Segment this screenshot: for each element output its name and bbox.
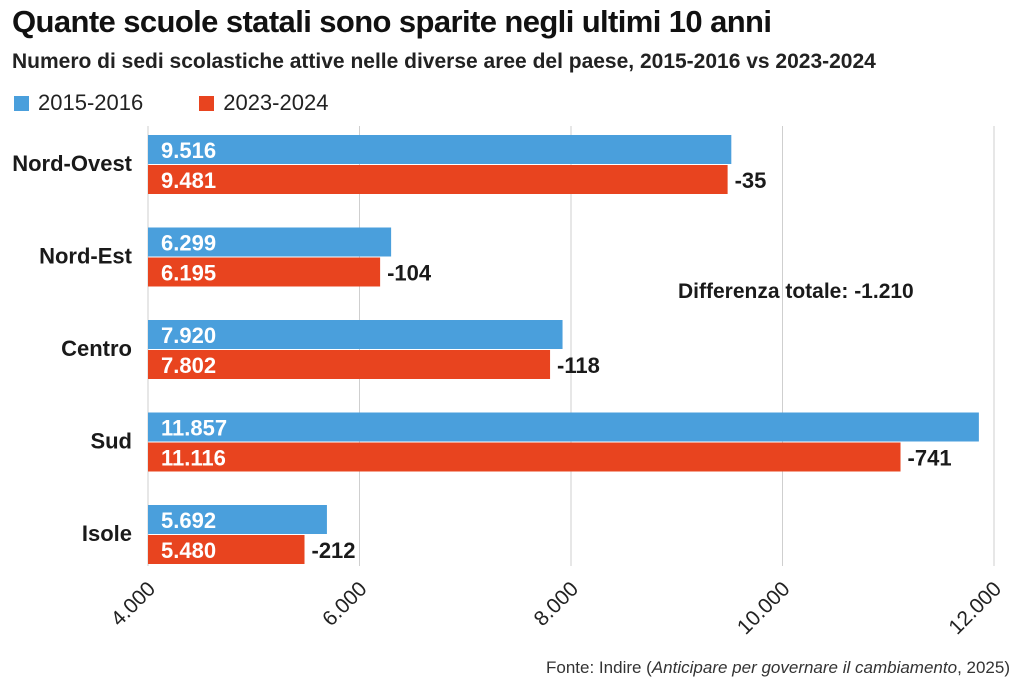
bar-2023-2 (148, 350, 551, 379)
bar-2023-0 (148, 165, 728, 194)
bar-2023-3 (148, 442, 901, 472)
x-tick-label-0: 4.000 (107, 577, 160, 630)
bar-2015-4 (148, 505, 327, 534)
category-label-4: Isole (82, 521, 132, 546)
legend-label-2023: 2023-2024 (223, 90, 329, 115)
bar-2023-1 (148, 257, 381, 287)
bar-label-2015-0: 9.516 (161, 138, 216, 163)
x-tick-label-3: 10.000 (733, 577, 795, 639)
difference-label-3: -741 (908, 446, 952, 471)
bar-label-2023-0: 9.481 (161, 168, 216, 193)
bar-2015-3 (148, 412, 979, 442)
bar-label-2023-4: 5.480 (161, 538, 216, 563)
bar-label-2015-4: 5.692 (161, 508, 216, 533)
legend-label-2015: 2015-2016 (38, 90, 144, 115)
legend-swatch-2015 (14, 95, 29, 111)
difference-label-1: -104 (387, 261, 432, 286)
x-tick-label-1: 6.000 (318, 577, 371, 630)
category-label-0: Nord-Ovest (12, 151, 132, 176)
difference-label-4: -212 (312, 538, 356, 563)
difference-label-2: -118 (557, 353, 600, 378)
bar-label-2015-3: 11.857 (161, 416, 227, 441)
bar-label-2015-2: 7.920 (161, 323, 216, 348)
bar-2015-2 (148, 320, 563, 349)
bar-label-2023-2: 7.802 (161, 353, 216, 378)
bar-2015-0 (148, 135, 732, 164)
source-suffix: , 2025) (957, 658, 1010, 677)
legend: 2015-2016 2023-2024 (14, 90, 384, 116)
chart-title: Quante scuole statali sono sparite negli… (12, 4, 772, 39)
category-label-2: Centro (61, 336, 132, 361)
legend-swatch-2023 (199, 95, 215, 111)
source-title: Anticipare per governare il cambiamento (651, 658, 958, 677)
source-prefix: Fonte: Indire ( (546, 658, 652, 677)
bar-label-2015-1: 6.299 (161, 231, 216, 256)
legend-item-2015: 2015-2016 (14, 90, 143, 116)
category-label-1: Nord-Est (39, 244, 133, 269)
total-difference-annotation: Differenza totale: -1.210 (678, 280, 914, 303)
bar-label-2023-3: 11.116 (161, 446, 226, 471)
x-tick-label-4: 12.000 (944, 577, 1006, 639)
difference-label-0: -35 (735, 168, 767, 193)
bar-2015-1 (148, 227, 392, 257)
source-note: Fonte: Indire (Anticipare per governare … (546, 658, 1010, 678)
bar-2023-4 (148, 535, 305, 564)
chart-subtitle: Numero di sedi scolastiche attive nelle … (12, 50, 876, 73)
bar-label-2023-1: 6.195 (161, 261, 216, 286)
x-tick-label-2: 8.000 (530, 577, 583, 630)
legend-item-2023: 2023-2024 (199, 90, 328, 116)
category-label-3: Sud (90, 429, 132, 454)
